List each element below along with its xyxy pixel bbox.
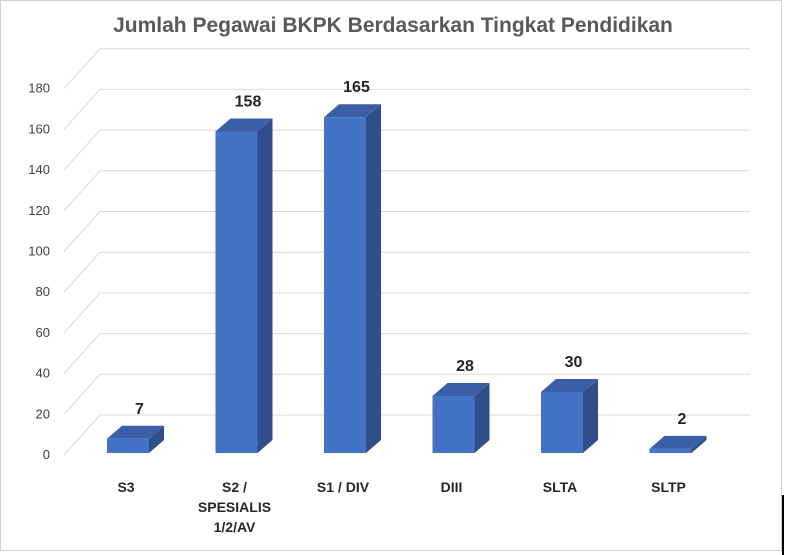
gridline-side: [63, 251, 101, 293]
data-label: 7: [135, 401, 144, 418]
bar-side: [691, 435, 707, 453]
y-tick-label: 100: [28, 244, 50, 259]
gridline-side: [63, 129, 101, 171]
x-tick-label: S2 /: [222, 479, 247, 495]
bar-top: [541, 378, 598, 392]
bar-top: [324, 104, 381, 118]
labels: 0 20 40 60 80 100 120 140 160 180 7 S3 158 S2 / SPESIA…: [28, 79, 686, 535]
data-label: 30: [565, 354, 583, 371]
y-tick-label: 120: [28, 203, 50, 218]
gridline-side: [63, 292, 101, 334]
bar: [541, 391, 583, 453]
gridline-side: [63, 414, 101, 456]
bar-top: [215, 118, 273, 132]
bar-top: [649, 435, 707, 449]
bar-side: [257, 118, 273, 453]
y-tick-label: 80: [36, 284, 50, 299]
x-tick-label: SLTA: [543, 479, 577, 495]
bar: [107, 438, 149, 453]
gridline-side: [63, 373, 101, 415]
y-tick-label: 160: [28, 121, 50, 136]
y-tick-label: 40: [36, 366, 50, 381]
gridlines: [63, 48, 750, 456]
gridline-side: [63, 89, 101, 130]
x-tick-label: S1 / DIV: [317, 479, 370, 495]
bars: [107, 104, 707, 453]
bar: [324, 117, 366, 453]
gridline-side: [63, 333, 101, 374]
bar-side: [366, 104, 381, 453]
y-tick-label: 140: [28, 162, 50, 177]
bar: [215, 131, 258, 453]
bar-top: [432, 383, 490, 397]
bar: [432, 396, 475, 453]
data-label: 165: [343, 79, 370, 96]
y-tick-label: 180: [28, 81, 50, 96]
bar-top: [107, 425, 164, 439]
x-tick-label: S3: [117, 479, 134, 495]
data-label: 2: [678, 411, 687, 428]
x-tick-label: DIII: [441, 479, 463, 495]
data-label: 28: [456, 358, 474, 375]
y-tick-label: 0: [43, 447, 50, 462]
y-tick-label: 60: [36, 325, 50, 340]
gridline-side: [63, 48, 101, 90]
y-tick-label: 20: [36, 406, 50, 421]
data-label: 158: [235, 93, 262, 110]
chart-title: Jumlah Pegawai BKPK Berdasarkan Tingkat …: [113, 14, 673, 37]
x-tick-label: 1/2/AV: [214, 519, 256, 535]
frame-edge: [782, 495, 784, 555]
bar-side: [583, 378, 598, 453]
x-tick-label: SLTP: [651, 479, 686, 495]
gridline-side: [63, 211, 101, 252]
bar-side: [474, 383, 490, 453]
bar: [649, 448, 692, 453]
x-tick-label: SPESIALIS: [198, 499, 271, 515]
gridline-side: [63, 170, 101, 212]
bar-side: [149, 425, 164, 453]
